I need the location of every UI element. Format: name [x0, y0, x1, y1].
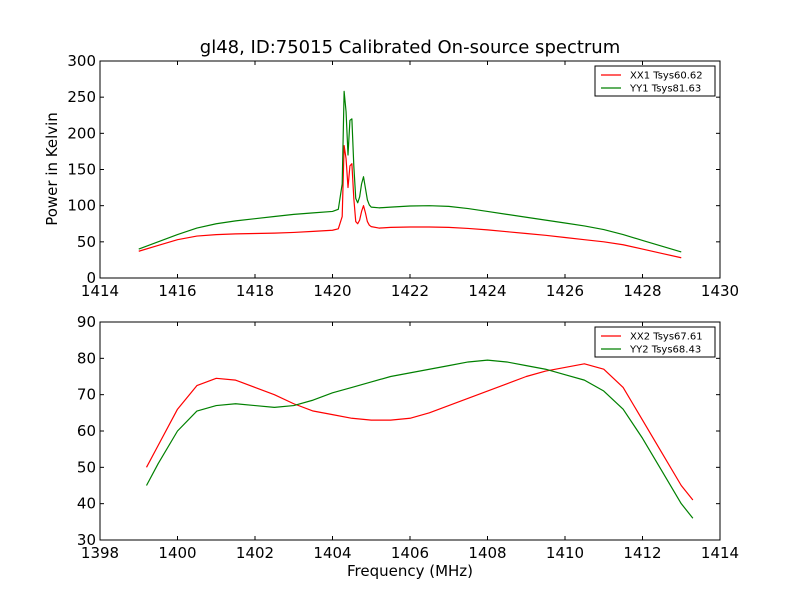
x-tick-label: 1416: [158, 282, 196, 300]
series-line-1: [145, 363, 694, 501]
y-tick-label: 250: [67, 88, 96, 106]
series-line-2: [138, 90, 682, 253]
x-tick-label: 1410: [546, 544, 584, 562]
plot-area: 1414 1416 1418 1420 1422 1424 1426 1428 1430 0 50 1…: [67, 52, 739, 300]
y-tick-label: 100: [67, 197, 96, 215]
x-axis-label: Frequency (MHz): [347, 562, 473, 580]
series-line-2: [145, 359, 694, 519]
y-tick-label: 90: [77, 313, 96, 331]
chart-title: gl48, ID:75015 Calibrated On-source spec…: [200, 37, 620, 58]
y-tick-label: 150: [67, 161, 96, 179]
x-tick-label: 1414: [81, 282, 119, 300]
legend-label: XX2 Tsys67.61: [630, 332, 703, 343]
y-tick-label: 60: [77, 422, 96, 440]
y-tick-label: 50: [77, 233, 96, 251]
legend: XX1 Tsys60.62 YY1 Tsys81.63: [594, 65, 716, 97]
y-tick-label: 200: [67, 124, 96, 142]
legend-label: XX1 Tsys60.62: [630, 71, 703, 82]
legend-box: [594, 326, 716, 358]
x-tick-label: 1398: [81, 544, 119, 562]
y-tick-label: 80: [77, 349, 96, 367]
x-tick-label: 1426: [546, 282, 584, 300]
x-tick-label: 1414: [701, 544, 739, 562]
x-tick-label: 1412: [623, 544, 661, 562]
y-tick-label: 50: [77, 458, 96, 476]
x-tick-label: 1428: [623, 282, 661, 300]
x-tick-label: 1400: [158, 544, 196, 562]
x-tick-label: 1420: [313, 282, 351, 300]
x-tick-label: 1418: [236, 282, 274, 300]
x-tick-label: 1402: [236, 544, 274, 562]
x-tick-label: 1408: [468, 544, 506, 562]
legend-label: YY1 Tsys81.63: [629, 84, 701, 95]
x-tick-label: 1422: [391, 282, 429, 300]
legend-box: [594, 65, 716, 97]
y-tick-label: 70: [77, 386, 96, 404]
x-tick-label: 1406: [391, 544, 429, 562]
legend-label: YY2 Tsys68.43: [629, 345, 701, 356]
y-tick-label: 300: [67, 52, 96, 70]
plot-area: 1398 1400 1402 1404 1406 1408 1410 1412 1414 30 40…: [77, 313, 739, 562]
x-tick-label: 1424: [468, 282, 506, 300]
x-tick-label: 1430: [701, 282, 739, 300]
series-line-1: [138, 145, 682, 259]
chart-top: gl48, ID:75015 Calibrated On-source spec…: [43, 37, 739, 300]
legend: XX2 Tsys67.61 YY2 Tsys68.43: [594, 326, 716, 358]
y-tick-label: 0: [86, 269, 96, 287]
y-axis-label: Power in Kelvin: [43, 112, 61, 226]
chart-bottom: Frequency (MHz) 1398 1400 1402 1404 1406 1408…: [77, 313, 739, 580]
y-tick-label: 30: [77, 531, 96, 549]
x-tick-label: 1404: [313, 544, 351, 562]
y-tick-label: 40: [77, 495, 96, 513]
